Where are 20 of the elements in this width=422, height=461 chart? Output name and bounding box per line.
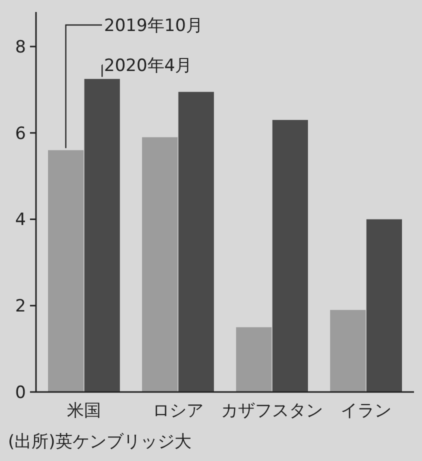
text: (出所)英ケンブリッジ大 bbox=[8, 432, 192, 452]
text: 2019年10月 bbox=[104, 16, 203, 36]
series-label: 2020年4月 bbox=[104, 56, 192, 76]
bar bbox=[236, 327, 272, 392]
x-tick-label: イラン bbox=[340, 401, 392, 421]
y-tick-label: 2 bbox=[15, 296, 26, 317]
y-tick-label: 6 bbox=[15, 124, 26, 144]
y-tick-label: 4 bbox=[15, 210, 26, 230]
y-tick-label: 8 bbox=[15, 37, 26, 58]
bar bbox=[272, 120, 308, 392]
bar bbox=[178, 92, 214, 392]
x-tick-label: カザフスタン bbox=[221, 401, 324, 421]
bar bbox=[84, 78, 120, 392]
bar bbox=[48, 150, 84, 392]
bar bbox=[366, 219, 402, 392]
x-tick-label: 米国 bbox=[66, 401, 101, 421]
x-tick-label: ロシア bbox=[152, 401, 204, 421]
bar bbox=[142, 137, 178, 392]
y-tick-label: 0 bbox=[15, 382, 26, 403]
bar bbox=[330, 310, 366, 392]
